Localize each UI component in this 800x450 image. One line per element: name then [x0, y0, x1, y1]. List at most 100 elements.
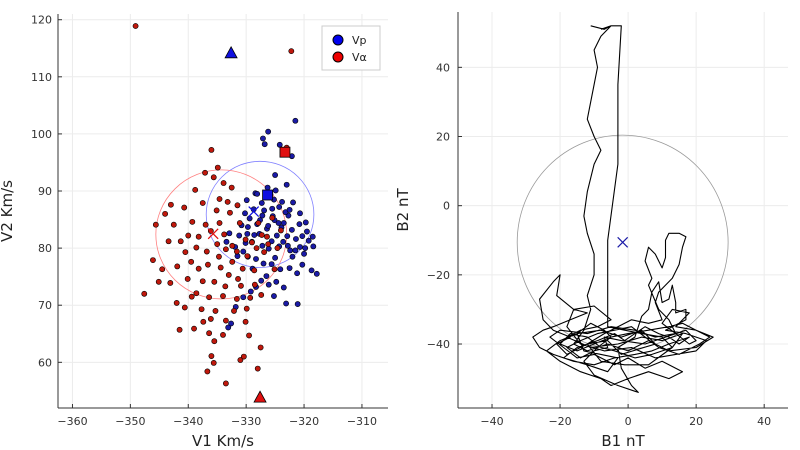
- data-point-vp: [260, 260, 267, 267]
- data-point-vp: [293, 236, 299, 242]
- data-point-va: [198, 306, 205, 313]
- data-point-va: [224, 198, 231, 205]
- data-point-vp: [305, 237, 312, 244]
- right-x-tick-label: 40: [757, 415, 771, 428]
- right-x-tick-label: −40: [480, 415, 503, 428]
- data-point-vp: [288, 226, 295, 233]
- data-point-va: [257, 344, 264, 351]
- data-point-va: [181, 304, 188, 311]
- right-x-axis-label: B1 nT: [601, 432, 645, 450]
- data-point-va: [229, 242, 236, 249]
- data-point-vp: [271, 293, 277, 299]
- data-point-va: [234, 202, 241, 209]
- data-point-va: [204, 368, 211, 375]
- data-point-vp: [280, 238, 287, 245]
- velocity-scatter-chart: −360 −350 −340 −330 −320 −310 60 70 80 90 100 110 1…: [0, 14, 388, 450]
- left-y-tick-label: 90: [38, 185, 52, 198]
- data-point-vp: [226, 230, 233, 237]
- data-point-va: [188, 293, 195, 300]
- data-point-va: [255, 220, 262, 226]
- data-point-va: [212, 308, 219, 314]
- left-x-tick-label: −340: [173, 415, 203, 428]
- data-point-va: [244, 253, 251, 260]
- data-point-va: [200, 318, 207, 325]
- data-point-vp: [277, 266, 284, 273]
- data-point-vp: [264, 184, 271, 191]
- data-point-va: [231, 308, 237, 314]
- data-point-vp: [299, 233, 306, 240]
- data-point-va: [233, 296, 240, 302]
- left-y-tick-label: 70: [38, 299, 52, 312]
- left-circle-vp: [205, 160, 315, 268]
- left-x-tick-label: −310: [347, 415, 377, 428]
- data-point-va: [222, 283, 229, 290]
- data-point-va: [184, 276, 191, 282]
- data-point-vp: [246, 215, 253, 222]
- data-point-va: [238, 282, 244, 289]
- data-point-vp: [225, 324, 232, 331]
- marker-triangle-vp: [224, 45, 238, 59]
- data-point-va: [251, 281, 258, 288]
- data-point-va: [258, 232, 265, 238]
- data-point-va: [216, 253, 222, 260]
- data-point-vp: [283, 300, 290, 307]
- data-point-va: [188, 258, 195, 265]
- data-point-vp: [302, 245, 309, 252]
- right-x-ticks: −40 −20 0 20 40: [480, 404, 771, 428]
- data-point-vp: [228, 320, 235, 327]
- data-point-va: [177, 238, 184, 245]
- left-x-axis-label: V1 Km/s: [192, 432, 254, 450]
- data-point-vp: [276, 141, 283, 148]
- data-point-va: [246, 332, 252, 339]
- marker-x-vp: [248, 206, 260, 217]
- data-point-vp: [268, 261, 275, 268]
- right-y-tick-label: 0: [443, 200, 450, 213]
- data-point-va: [202, 221, 209, 228]
- data-point-va: [176, 326, 183, 333]
- data-point-va: [191, 325, 197, 332]
- data-point-vp: [280, 284, 287, 291]
- data-point-vp: [265, 222, 272, 229]
- data-point-va: [269, 214, 276, 221]
- data-point-va: [271, 266, 278, 273]
- right-x-tick-label: −20: [548, 415, 571, 428]
- data-point-va: [205, 261, 211, 268]
- data-point-vp: [292, 117, 299, 124]
- data-point-vp: [244, 224, 251, 230]
- data-point-vp: [296, 221, 303, 228]
- data-point-va: [261, 249, 268, 256]
- data-point-vp: [273, 232, 280, 239]
- data-point-va: [228, 184, 235, 191]
- data-point-va: [258, 292, 265, 298]
- data-point-vp: [276, 204, 283, 210]
- data-point-vp: [275, 220, 282, 226]
- left-y-tick-label: 110: [31, 71, 52, 84]
- data-point-va: [203, 248, 210, 255]
- legend-label-va: Vα: [352, 51, 367, 64]
- data-point-va: [251, 267, 258, 274]
- data-point-vp: [272, 172, 279, 178]
- left-x-tick-label: −360: [57, 415, 87, 428]
- left-y-ticks: 60 70 80 90 100 110 120: [31, 14, 62, 369]
- marker-x-va: [207, 228, 219, 240]
- data-point-va: [216, 196, 223, 202]
- data-point-vp: [272, 187, 279, 194]
- data-point-vp: [261, 141, 268, 148]
- data-point-va: [199, 200, 206, 206]
- left-y-tick-label: 100: [31, 128, 52, 141]
- data-point-va: [189, 218, 196, 225]
- data-point-va: [159, 266, 166, 273]
- left-y-tick-label: 80: [38, 242, 52, 255]
- data-point-va: [170, 221, 177, 228]
- data-point-vp: [251, 232, 258, 238]
- data-point-va: [216, 220, 223, 226]
- data-point-vp: [297, 210, 303, 217]
- data-point-va: [213, 207, 220, 214]
- left-gridlines: [58, 14, 388, 408]
- data-point-va: [220, 293, 226, 299]
- right-y-tick-label: 20: [436, 131, 450, 144]
- left-summary-markers: [207, 45, 291, 403]
- data-point-va: [167, 201, 174, 208]
- data-point-va: [288, 48, 295, 55]
